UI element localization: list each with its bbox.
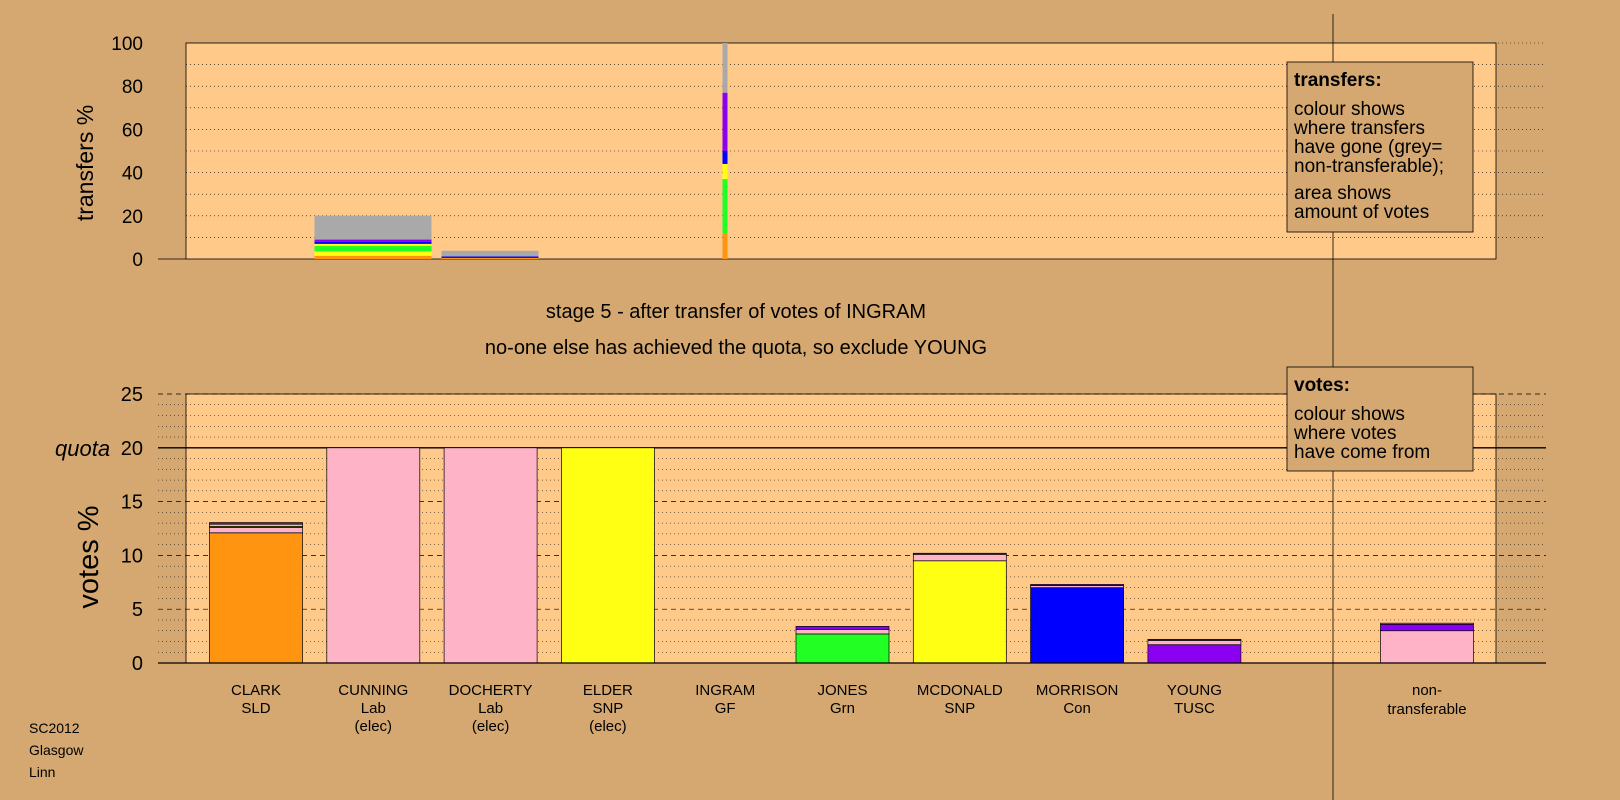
- transfer-bar-ingram: [722, 163, 728, 180]
- svg-text:transfers:: transfers:: [1294, 70, 1382, 91]
- transfer-bar-cunning: [314, 241, 432, 244]
- votes-tick-label: 10: [121, 545, 143, 567]
- svg-text:have gone (grey=: have gone (grey=: [1294, 137, 1442, 158]
- votes-tick-label: 0: [132, 653, 143, 675]
- transfers-tick-label: 40: [122, 164, 143, 185]
- category-label-elder: ELDER: [583, 682, 633, 699]
- category-label-mcdonald: SNP: [944, 700, 975, 717]
- transfers-tick-label: 100: [111, 34, 143, 55]
- vote-bar-young: [1147, 644, 1242, 664]
- svg-text:area shows: area shows: [1294, 183, 1391, 204]
- category-label-elder: SNP: [592, 700, 623, 717]
- votes-tick-label: 20: [121, 438, 143, 460]
- transfer-bar-docherty: [441, 250, 539, 257]
- category-label-docherty: DOCHERTY: [449, 682, 533, 699]
- transfer-bar-ingram: [722, 43, 728, 93]
- vote-bar-nontransferable: [1380, 622, 1474, 625]
- category-label-elder: (elec): [589, 718, 627, 735]
- votes-tick-label: 15: [121, 492, 143, 514]
- vote-bar-jones: [795, 629, 890, 635]
- transfer-bar-ingram: [722, 233, 728, 259]
- transfers-axis-title: transfers %: [72, 105, 98, 221]
- vote-bar-morrison: [1030, 584, 1124, 586]
- vote-bar-mcdonald: [912, 553, 1007, 562]
- category-label-morrison: Con: [1063, 700, 1091, 717]
- svg-text:colour shows: colour shows: [1294, 404, 1405, 425]
- transfer-bar-docherty: [441, 257, 539, 259]
- category-label-clark: SLD: [241, 700, 270, 717]
- category-label-docherty: Lab: [478, 700, 503, 717]
- transfer-bar-cunning: [314, 246, 432, 252]
- footer-line-1: SC2012: [29, 720, 80, 736]
- vote-bar-morrison: [1030, 587, 1124, 664]
- vote-bar-mcdonald: [912, 552, 1007, 555]
- vote-bar-nontransferable: [1380, 623, 1474, 632]
- footer-line-2: Glasgow: [29, 742, 84, 758]
- vote-bar-young: [1147, 638, 1242, 641]
- category-label-docherty: (elec): [472, 718, 510, 735]
- transfers-tick-label: 60: [122, 120, 143, 141]
- quota-label: quota: [55, 436, 110, 461]
- transfers-tick-label: 0: [132, 250, 143, 271]
- votes-tick-label: 5: [132, 599, 143, 621]
- vote-bar-docherty: [443, 447, 538, 664]
- transfers-legend: transfers: colour shows where transfers …: [1286, 61, 1474, 233]
- svg-text:votes:: votes:: [1294, 375, 1350, 396]
- category-label-ingram: GF: [715, 700, 736, 717]
- vote-bar-jones: [795, 633, 890, 664]
- category-label-cunning: (elec): [355, 718, 393, 735]
- transfer-bar-ingram: [722, 179, 728, 234]
- category-label-young: YOUNG: [1167, 682, 1222, 699]
- vote-bar-clark: [209, 522, 303, 525]
- transfers-tick-label: 80: [122, 77, 143, 98]
- svg-text:have come from: have come from: [1294, 442, 1430, 463]
- transfer-bar-docherty: [441, 256, 539, 258]
- exclusion-line: no-one else has achieved the quota, so e…: [485, 337, 987, 359]
- category-label-clark: CLARK: [231, 682, 281, 699]
- vote-bar-nontransferable: [1380, 630, 1474, 664]
- vote-bar-young: [1147, 640, 1242, 646]
- category-label-mcdonald: MCDONALD: [917, 682, 1003, 699]
- category-label-jones: Grn: [830, 700, 855, 717]
- svg-text:amount of votes: amount of votes: [1294, 202, 1429, 223]
- svg-text:colour shows: colour shows: [1294, 99, 1405, 120]
- nontransferable-label-1: non-: [1412, 682, 1442, 699]
- transfer-bar-cunning: [314, 215, 432, 240]
- vote-bar-clark: [209, 527, 303, 534]
- vote-bar-jones: [795, 626, 890, 630]
- svg-text:where transfers: where transfers: [1293, 118, 1425, 139]
- footer-line-3: Linn: [29, 764, 55, 780]
- vote-bar-mcdonald: [912, 560, 1007, 664]
- nontransferable-label-2: transferable: [1387, 701, 1466, 718]
- stage-line: stage 5 - after transfer of votes of ING…: [546, 301, 926, 323]
- transfer-bar-ingram: [722, 92, 728, 151]
- category-label-ingram: INGRAM: [695, 682, 755, 699]
- transfer-bar-cunning: [314, 243, 432, 247]
- svg-text:non-transferable);: non-transferable);: [1294, 156, 1444, 177]
- category-label-cunning: Lab: [361, 700, 386, 717]
- svg-text:where votes: where votes: [1293, 423, 1396, 444]
- transfer-bar-cunning: [314, 239, 432, 242]
- vote-bar-elder: [561, 447, 655, 664]
- votes-legend: votes: colour shows where votes have com…: [1286, 366, 1474, 472]
- transfer-bar-cunning: [314, 251, 432, 256]
- transfers-tick-label: 20: [122, 207, 143, 228]
- votes-tick-label: 25: [121, 384, 143, 406]
- category-label-young: TUSC: [1174, 700, 1215, 717]
- vote-bar-clark: [209, 532, 303, 664]
- vote-bar-cunning: [326, 447, 421, 664]
- category-label-morrison: MORRISON: [1036, 682, 1119, 699]
- votes-axis-title: votes %: [73, 505, 105, 608]
- transfer-bar-cunning: [314, 255, 432, 259]
- category-label-jones: JONES: [817, 682, 867, 699]
- transfer-bar-ingram: [722, 151, 728, 164]
- category-label-cunning: CUNNING: [338, 682, 408, 699]
